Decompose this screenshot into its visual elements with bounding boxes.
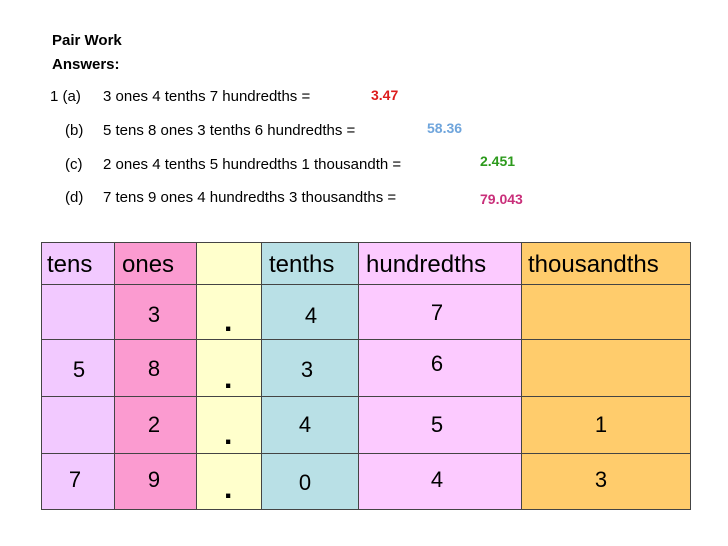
question-c-label: (c) bbox=[65, 156, 83, 173]
cell-tenths: 4 bbox=[298, 412, 312, 437]
cell-tenths: 3 bbox=[300, 357, 314, 382]
header-hundredths: hundredths bbox=[366, 251, 487, 278]
question-b-answer: 58.36 bbox=[427, 120, 463, 136]
decimal-point: . bbox=[224, 362, 233, 395]
cell-ones: 9 bbox=[147, 467, 161, 492]
cell-hundredths: 6 bbox=[430, 351, 444, 376]
question-c-answer: 2.451 bbox=[480, 153, 516, 169]
header-tenths: tenths bbox=[269, 251, 335, 278]
cell-ones: 8 bbox=[147, 356, 161, 381]
answers-title: Answers: bbox=[52, 56, 120, 73]
question-b-text: 5 tens 8 ones 3 tenths 6 hundredths = bbox=[103, 122, 356, 139]
decimal-point: . bbox=[224, 305, 233, 338]
cell-tenths: 4 bbox=[304, 303, 318, 328]
cell-thousandths: 3 bbox=[594, 467, 608, 492]
question-d-answer: 79.043 bbox=[480, 191, 523, 207]
question-d-text: 7 tens 9 ones 4 hundredths 3 thousandths… bbox=[103, 189, 397, 206]
cell-tens: 7 bbox=[68, 467, 82, 492]
row-divider bbox=[41, 396, 691, 397]
cell-tenths: 0 bbox=[298, 470, 312, 495]
cell-ones: 2 bbox=[147, 412, 161, 437]
question-d-label: (d) bbox=[65, 189, 84, 206]
question-c-text: 2 ones 4 tenths 5 hundredths 1 thousandt… bbox=[103, 156, 402, 173]
ones-column bbox=[114, 242, 197, 510]
question-a-text: 3 ones 4 tenths 7 hundredths = bbox=[103, 88, 311, 105]
cell-hundredths: 7 bbox=[430, 300, 444, 325]
header-thousandths: thousandths bbox=[528, 251, 659, 278]
header-ones: ones bbox=[122, 251, 175, 278]
decimal-point: . bbox=[224, 418, 233, 451]
cell-hundredths: 4 bbox=[430, 467, 444, 492]
tens-column bbox=[41, 242, 115, 510]
decimal-point: . bbox=[224, 472, 233, 505]
cell-ones: 3 bbox=[147, 302, 161, 327]
question-b-label: (b) bbox=[65, 122, 84, 139]
row-divider bbox=[41, 284, 691, 285]
cell-tens: 5 bbox=[72, 357, 86, 382]
cell-thousandths: 1 bbox=[594, 412, 608, 437]
cell-hundredths: 5 bbox=[430, 412, 444, 437]
row-divider bbox=[41, 339, 691, 340]
thousandths-column bbox=[521, 242, 691, 510]
pair-work-title: Pair Work bbox=[52, 32, 122, 49]
question-a-label: 1 (a) bbox=[50, 88, 81, 105]
header-tens: tens bbox=[47, 251, 93, 278]
decimal-point-column bbox=[196, 242, 262, 510]
question-a-answer: 3.47 bbox=[371, 87, 399, 103]
row-divider bbox=[41, 453, 691, 454]
